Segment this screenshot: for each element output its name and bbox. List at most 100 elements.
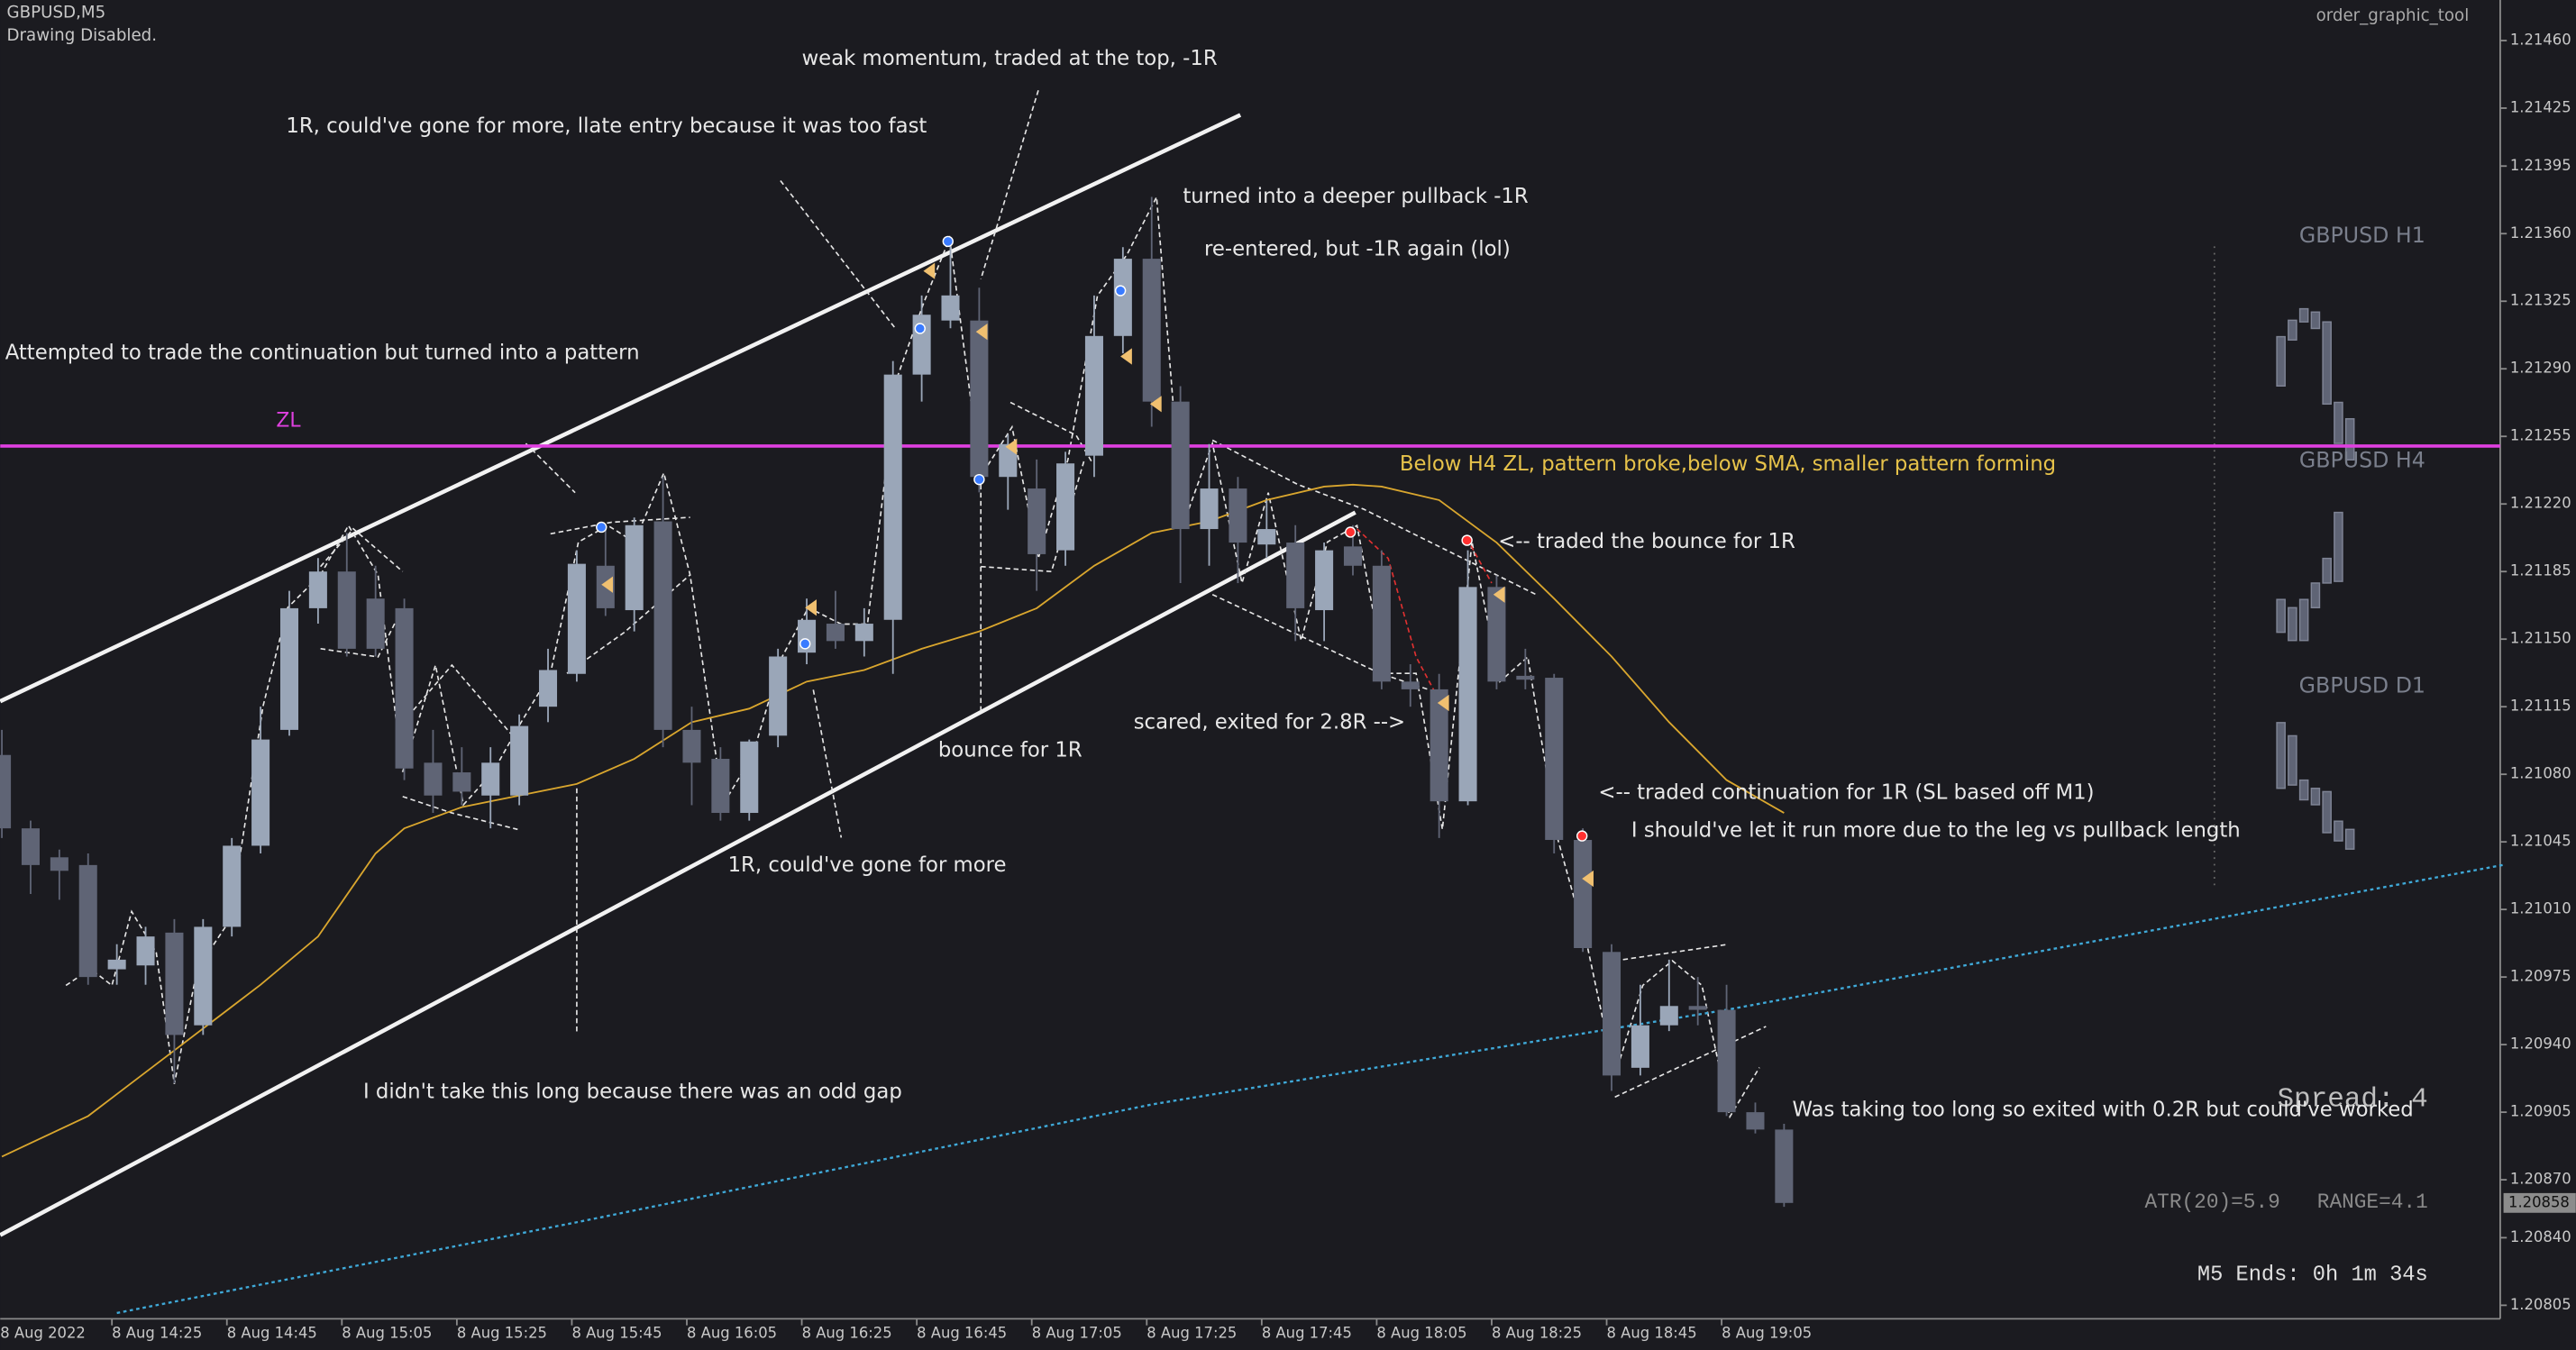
spread: Spread: 4 bbox=[2277, 1083, 2427, 1115]
atr-range: ATR(20)=5.9 RANGE=4.1 bbox=[2145, 1190, 2428, 1214]
last-price-box bbox=[2503, 1192, 2576, 1213]
mini-h1 bbox=[2276, 307, 2355, 461]
x-tick-label: 8 Aug 17:25 bbox=[1146, 1324, 1237, 1341]
annotation: 1R, could've gone for more, llate entry … bbox=[286, 114, 927, 138]
x-tick-label: 8 Aug 17:05 bbox=[1032, 1324, 1122, 1341]
exit-marker bbox=[975, 324, 988, 341]
indicator-name: order_graphic_tool bbox=[2316, 6, 2470, 25]
channel-upper bbox=[0, 113, 1242, 704]
candle-body bbox=[1343, 546, 1363, 566]
trade-marker bbox=[1461, 534, 1473, 546]
candle-body bbox=[1315, 550, 1334, 611]
candle-body bbox=[395, 607, 414, 769]
candle-body bbox=[337, 571, 356, 649]
candle-body bbox=[424, 762, 443, 796]
zone-label: ZL bbox=[276, 410, 301, 433]
panel-title: GBPUSD D1 bbox=[2299, 672, 2425, 698]
candle-body bbox=[1717, 1009, 1736, 1113]
x-tick-label: 8 Aug 18:25 bbox=[1492, 1324, 1582, 1341]
exit-marker bbox=[1493, 586, 1505, 603]
y-tick-label: 1.21460 bbox=[2510, 31, 2571, 48]
candle-body bbox=[970, 320, 989, 478]
candle-body bbox=[223, 845, 242, 927]
mini-h4 bbox=[2276, 511, 2343, 642]
x-tick-label: 8 Aug 17:45 bbox=[1262, 1324, 1352, 1341]
x-tick-label: 8 Aug 18:05 bbox=[1376, 1324, 1466, 1341]
y-tick-label: 1.20940 bbox=[2510, 1035, 2571, 1053]
exit-marker bbox=[805, 599, 817, 616]
candle-body bbox=[999, 443, 1018, 478]
candle-body bbox=[538, 670, 558, 707]
candle-body bbox=[1688, 1006, 1707, 1010]
candle-body bbox=[1775, 1129, 1794, 1203]
y-tick-label: 1.20870 bbox=[2510, 1171, 2571, 1188]
annotation: bounce for 1R bbox=[938, 738, 1082, 762]
x-tick-label: 8 Aug 15:25 bbox=[457, 1324, 547, 1341]
moving-average bbox=[1, 483, 1785, 1158]
candle-body bbox=[854, 624, 873, 642]
candle-body bbox=[682, 729, 701, 763]
candle-body bbox=[883, 374, 902, 620]
x-tick-label: 8 Aug 2022 bbox=[0, 1324, 86, 1341]
y-tick-label: 1.21290 bbox=[2510, 360, 2571, 377]
trade-line bbox=[1466, 538, 1493, 584]
candle-body bbox=[194, 926, 213, 1026]
annotation: turned into a deeper pullback -1R bbox=[1183, 185, 1529, 208]
y-tick-label: 1.21220 bbox=[2510, 495, 2571, 512]
candle-body bbox=[740, 741, 759, 814]
exit-marker bbox=[1582, 870, 1594, 888]
candle-body bbox=[107, 959, 126, 970]
candle-body bbox=[1487, 587, 1506, 682]
candle-body bbox=[1602, 952, 1621, 1076]
x-tick-label: 8 Aug 16:05 bbox=[687, 1324, 777, 1341]
y-tick-label: 1.20805 bbox=[2510, 1296, 2571, 1313]
y-tick-label: 1.21185 bbox=[2510, 562, 2571, 579]
candle-body bbox=[1200, 488, 1219, 530]
annotation: Below H4 ZL, pattern broke,below SMA, sm… bbox=[1400, 452, 2056, 476]
candle-body bbox=[1430, 689, 1448, 802]
candle-body bbox=[78, 864, 97, 978]
annotation: Attempted to trade the continuation but … bbox=[5, 341, 640, 364]
candle-body bbox=[1545, 678, 1564, 841]
annotation: weak momentum, traded at the top, -1R bbox=[802, 47, 1218, 70]
candle-body bbox=[1229, 488, 1247, 543]
annotation: <-- traded continuation for 1R (SL based… bbox=[1598, 781, 2094, 805]
y-tick-label: 1.21360 bbox=[2510, 224, 2571, 242]
annotation: scared, exited for 2.8R --> bbox=[1134, 710, 1405, 734]
candle-body bbox=[165, 932, 184, 1035]
candle-body bbox=[1372, 565, 1391, 682]
exit-marker bbox=[1437, 694, 1449, 712]
trade-marker bbox=[799, 638, 811, 650]
y-tick-label: 1.21045 bbox=[2510, 833, 2571, 850]
candle-body bbox=[251, 739, 270, 846]
y-tick-label: 1.20975 bbox=[2510, 968, 2571, 985]
candle-body bbox=[625, 524, 644, 611]
candle-body bbox=[1746, 1112, 1765, 1130]
candle-body bbox=[279, 607, 299, 730]
panel-title: GBPUSD H1 bbox=[2299, 223, 2425, 248]
trade-marker bbox=[942, 235, 954, 248]
trade-marker bbox=[1576, 830, 1588, 842]
candle-body bbox=[50, 857, 69, 871]
y-tick-label: 1.21150 bbox=[2510, 630, 2571, 647]
y-tick-label: 1.21115 bbox=[2510, 698, 2571, 715]
y-tick-label: 1.20840 bbox=[2510, 1228, 2571, 1245]
candle-body bbox=[452, 772, 471, 792]
mini-panels bbox=[2213, 246, 2355, 888]
candle-body bbox=[1516, 675, 1535, 680]
exit-marker bbox=[1005, 438, 1018, 455]
drawings bbox=[0, 89, 1767, 1237]
x-tick-label: 8 Aug 15:45 bbox=[571, 1324, 662, 1341]
channel-lower bbox=[0, 510, 1357, 1237]
candle-body bbox=[711, 759, 730, 814]
candle-body bbox=[1056, 463, 1075, 551]
candle-body bbox=[1574, 840, 1593, 949]
trade-marker bbox=[973, 473, 985, 486]
candle-body bbox=[1458, 587, 1477, 802]
annotation: I didn't take this long because there wa… bbox=[363, 1080, 902, 1103]
y-tick-label: 1.21395 bbox=[2510, 157, 2571, 174]
exit-marker bbox=[601, 576, 613, 593]
candle-body bbox=[366, 598, 385, 649]
